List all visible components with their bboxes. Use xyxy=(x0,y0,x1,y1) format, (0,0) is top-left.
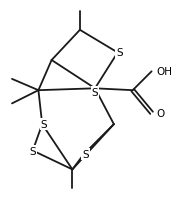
Text: S: S xyxy=(41,120,47,130)
Text: S: S xyxy=(82,150,89,160)
Text: S: S xyxy=(29,146,36,156)
Text: OH: OH xyxy=(156,67,172,77)
Text: S: S xyxy=(116,48,123,58)
Text: S: S xyxy=(92,88,98,98)
Text: O: O xyxy=(156,108,165,118)
